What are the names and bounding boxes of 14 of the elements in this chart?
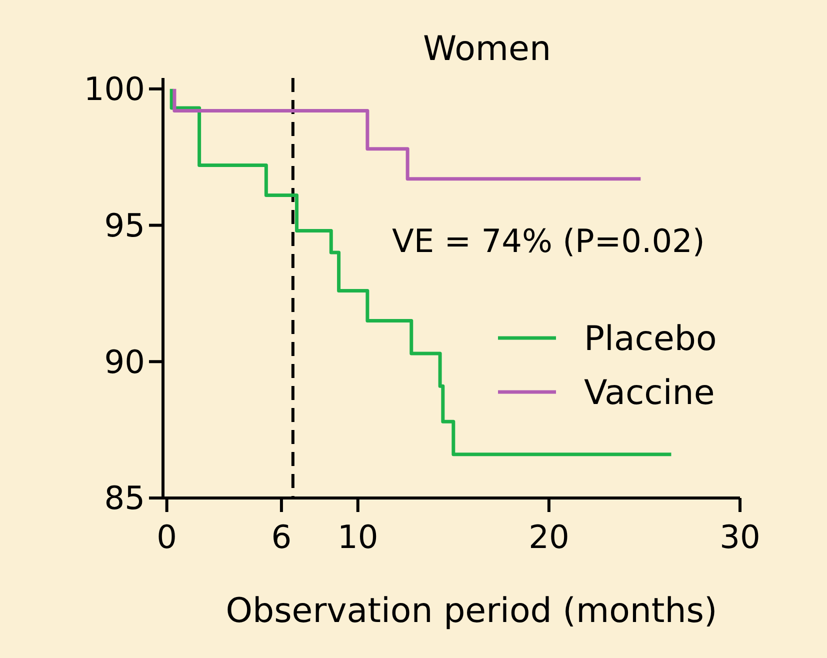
y-tick-label: 90 [104, 342, 145, 381]
y-tick-label: 100 [84, 70, 145, 108]
x-tick-label: 6 [271, 518, 292, 556]
x-axis-title: Observation period (months) [226, 591, 718, 631]
x-tick-label: 30 [720, 518, 760, 556]
y-tick-label: 95 [104, 206, 145, 244]
y-tick-label: 85 [104, 479, 145, 518]
x-tick-label: 0 [156, 518, 177, 556]
x-tick-label: 20 [528, 518, 570, 556]
annotation: VE = 74% (P=0.02) [392, 222, 705, 260]
x-tick-label: 10 [338, 518, 378, 556]
legend-label: Placebo [584, 318, 717, 359]
chart-title: Women [422, 29, 552, 69]
legend-label: Vaccine [584, 372, 715, 413]
